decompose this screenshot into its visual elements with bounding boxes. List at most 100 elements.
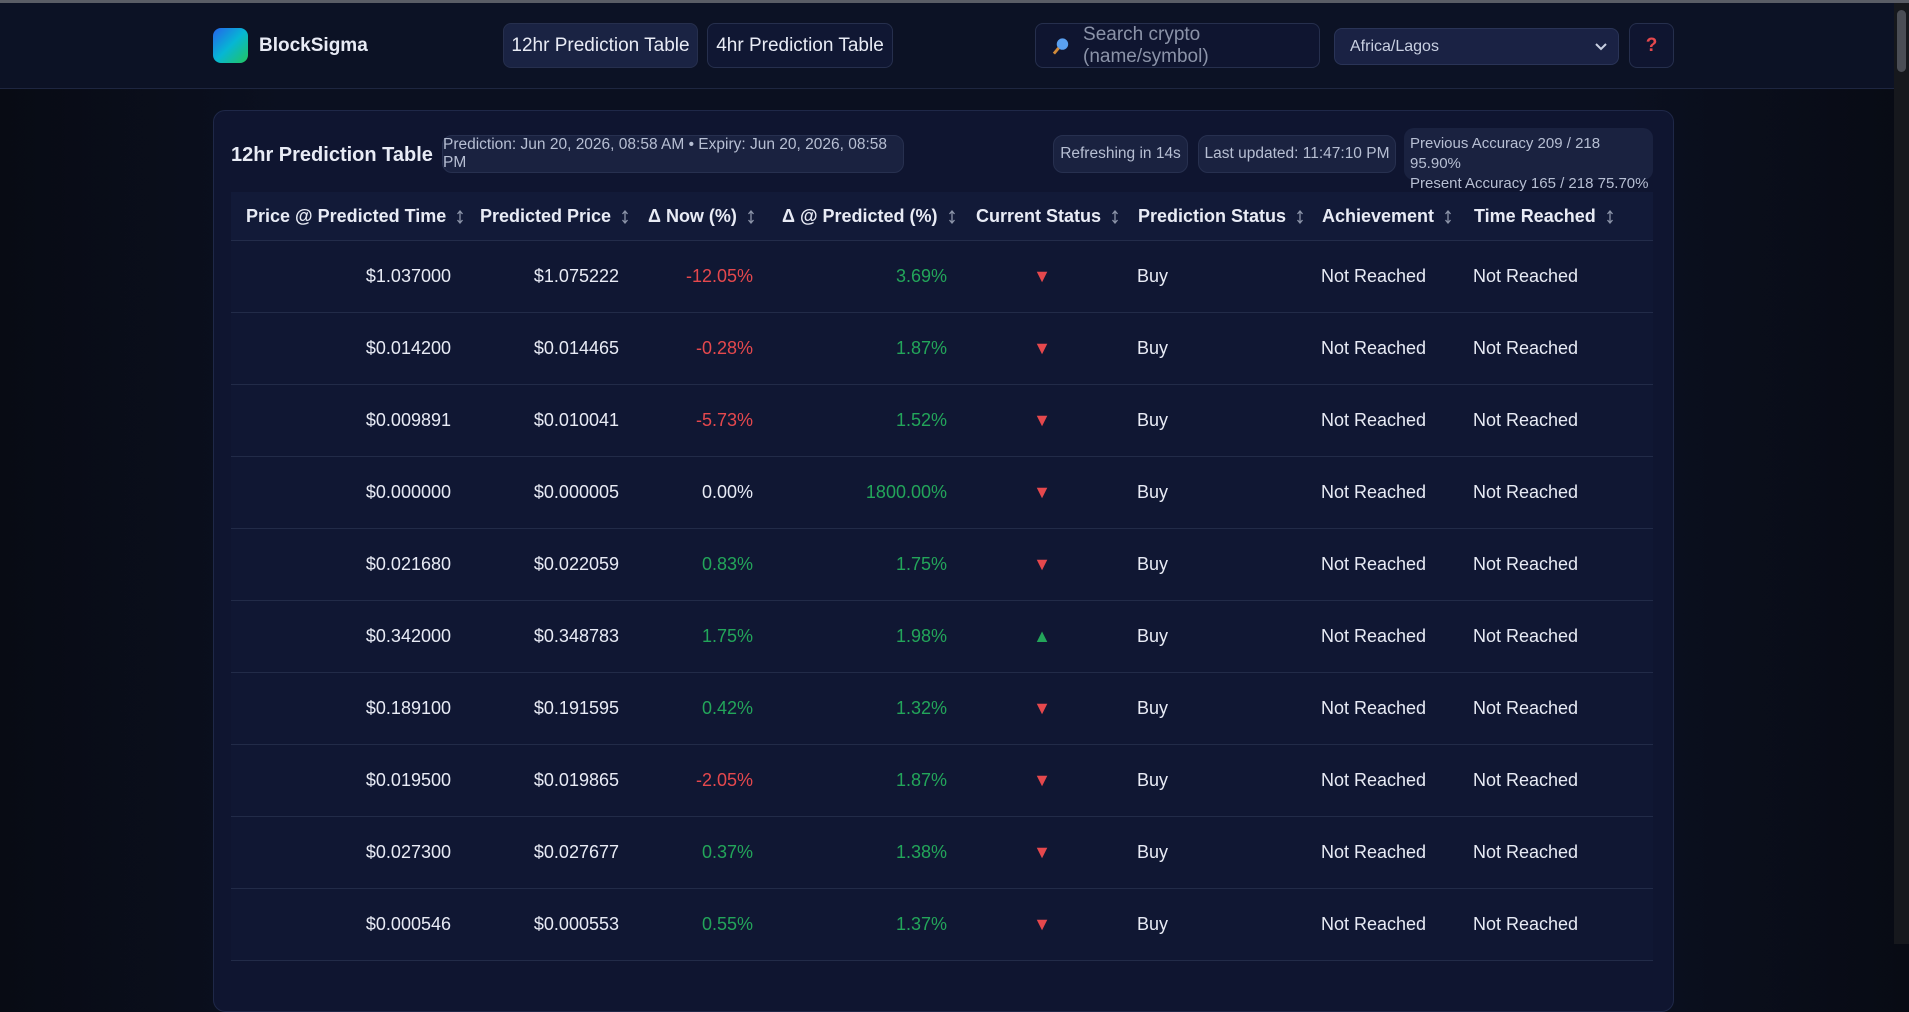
prediction-info: Prediction: Jun 20, 2026, 08:58 AM • Exp… <box>442 135 904 173</box>
column-header-text: Price @ Predicted Time <box>246 205 447 226</box>
table-cell: 1.87% <box>767 744 961 817</box>
sort-icon[interactable] <box>1296 209 1304 224</box>
sort-icon[interactable] <box>456 209 464 224</box>
column-header[interactable]: Time Reached <box>1459 192 1653 241</box>
status-icon: ▼ <box>961 744 1123 817</box>
table-cell: $0.014465 <box>465 312 633 385</box>
refresh-status: Refreshing in 14s <box>1053 135 1188 173</box>
table-body: $1.037000 $1.075222 -12.05% 3.69% ▼ Buy Not Re… <box>231 240 1653 961</box>
sort-icon[interactable] <box>621 209 629 224</box>
column-header-text: Predicted Price <box>480 205 612 226</box>
table-cell: 1.52% <box>767 384 961 457</box>
table-cell: -2.05% <box>633 744 767 817</box>
table-row[interactable]: $0.342000 $0.348783 1.75% 1.98% ▲ Buy Not Reac… <box>231 600 1653 673</box>
table-cell: $0.019500 <box>231 744 465 817</box>
column-header-text: Time Reached <box>1474 205 1596 226</box>
table-cell: $0.189100 <box>231 672 465 745</box>
table-row[interactable]: $0.019500 $0.019865 -2.05% 1.87% ▼ Buy Not Rea… <box>231 744 1653 817</box>
table-row[interactable]: $0.009891 $0.010041 -5.73% 1.52% ▼ Buy Not Rea… <box>231 384 1653 457</box>
table-cell: -5.73% <box>633 384 767 457</box>
column-header-text: Achievement <box>1322 205 1435 226</box>
table-row[interactable]: $0.014200 $0.014465 -0.28% 1.87% ▼ Buy Not Rea… <box>231 312 1653 385</box>
table-cell: 1.75% <box>633 600 767 673</box>
column-header[interactable]: Achievement <box>1307 192 1459 241</box>
table-cell: Not Reached <box>1459 456 1653 529</box>
sort-icon[interactable] <box>1606 209 1614 224</box>
table-cell: 0.83% <box>633 528 767 601</box>
table-cell: $0.027677 <box>465 816 633 889</box>
column-header-text: Prediction Status <box>1138 205 1287 226</box>
column-header[interactable]: Predicted Price <box>465 192 633 241</box>
table-cell: Buy <box>1123 672 1307 745</box>
table-cell: 0.37% <box>633 816 767 889</box>
table-cell: $1.075222 <box>465 240 633 313</box>
column-header[interactable]: Prediction Status <box>1123 192 1307 241</box>
table-cell: 0.55% <box>633 888 767 961</box>
table-cell: Not Reached <box>1307 384 1459 457</box>
table-cell: 0.42% <box>633 672 767 745</box>
table-cell: Not Reached <box>1307 312 1459 385</box>
table-cell: 1.38% <box>767 816 961 889</box>
column-header-text: Current Status <box>976 205 1102 226</box>
table-cell: $0.000005 <box>465 456 633 529</box>
table-cell: Not Reached <box>1459 528 1653 601</box>
table-cell: Not Reached <box>1307 744 1459 817</box>
scrollbar[interactable] <box>1894 3 1909 944</box>
table-cell: Not Reached <box>1307 888 1459 961</box>
column-header[interactable]: Δ @ Predicted (%) <box>767 192 961 241</box>
tab[interactable]: 4hr Prediction Table <box>707 23 893 68</box>
sort-icon[interactable] <box>948 209 956 224</box>
status-icon: ▼ <box>961 240 1123 313</box>
brand[interactable]: BlockSigma <box>259 35 368 56</box>
table-cell: Not Reached <box>1307 600 1459 673</box>
prediction-table: Price @ Predicted Time Predicted Price Δ N… <box>231 192 1653 961</box>
status-icon: ▼ <box>961 528 1123 601</box>
column-header[interactable]: Δ Now (%) <box>633 192 767 241</box>
tab[interactable]: 12hr Prediction Table <box>503 23 698 68</box>
table-row[interactable]: $0.021680 $0.022059 0.83% 1.75% ▼ Buy Not Reac… <box>231 528 1653 601</box>
sort-icon[interactable] <box>747 209 755 224</box>
column-header[interactable]: Current Status <box>961 192 1123 241</box>
table-cell: $0.000000 <box>231 456 465 529</box>
window-edge <box>0 0 1909 3</box>
search-box[interactable]: Search crypto (name/symbol) <box>1035 23 1320 68</box>
timezone-select[interactable]: Africa/Lagos <box>1334 28 1619 65</box>
help-button[interactable]: ? <box>1629 23 1674 68</box>
table-row[interactable]: $0.000546 $0.000553 0.55% 1.37% ▼ Buy Not Reac… <box>231 888 1653 961</box>
table-cell: 1.87% <box>767 312 961 385</box>
table-row[interactable]: $0.189100 $0.191595 0.42% 1.32% ▼ Buy Not Reac… <box>231 672 1653 745</box>
table-cell: Buy <box>1123 600 1307 673</box>
timezone-value: Africa/Lagos <box>1350 37 1439 55</box>
table-cell: 1800.00% <box>767 456 961 529</box>
logo[interactable] <box>213 28 248 63</box>
table-cell: 1.32% <box>767 672 961 745</box>
table-row[interactable]: $0.027300 $0.027677 0.37% 1.38% ▼ Buy Not Reac… <box>231 816 1653 889</box>
sort-icon[interactable] <box>1444 209 1452 224</box>
accuracy-box: Previous Accuracy 209 / 218 95.90% Prese… <box>1404 128 1653 192</box>
table-cell: 3.69% <box>767 240 961 313</box>
table-cell: $0.000553 <box>465 888 633 961</box>
last-updated: Last updated: 11:47:10 PM <box>1198 135 1396 173</box>
table-cell: $0.000546 <box>231 888 465 961</box>
table-cell: Not Reached <box>1307 528 1459 601</box>
table-cell: $0.348783 <box>465 600 633 673</box>
sort-icon[interactable] <box>1111 209 1119 224</box>
table-cell: Not Reached <box>1307 240 1459 313</box>
table-cell: Not Reached <box>1459 816 1653 889</box>
status-icon: ▼ <box>961 456 1123 529</box>
column-header[interactable]: Price @ Predicted Time <box>231 192 465 241</box>
table-cell: Buy <box>1123 456 1307 529</box>
table-cell: Buy <box>1123 240 1307 313</box>
chevron <box>1595 42 1607 50</box>
scrollbar-thumb[interactable] <box>1897 10 1906 72</box>
table-row[interactable]: $0.000000 $0.000005 0.00% 1800.00% ▼ Buy Not R… <box>231 456 1653 529</box>
table-cell: Buy <box>1123 888 1307 961</box>
table-row[interactable]: $1.037000 $1.075222 -12.05% 3.69% ▼ Buy Not Re… <box>231 240 1653 313</box>
table-cell: Not Reached <box>1459 744 1653 817</box>
column-header-text: Δ Now (%) <box>648 205 737 226</box>
table-cell: 1.37% <box>767 888 961 961</box>
accuracy-line: Present Accuracy 165 / 218 75.70% <box>1410 175 1649 192</box>
table-cell: $0.027300 <box>231 816 465 889</box>
